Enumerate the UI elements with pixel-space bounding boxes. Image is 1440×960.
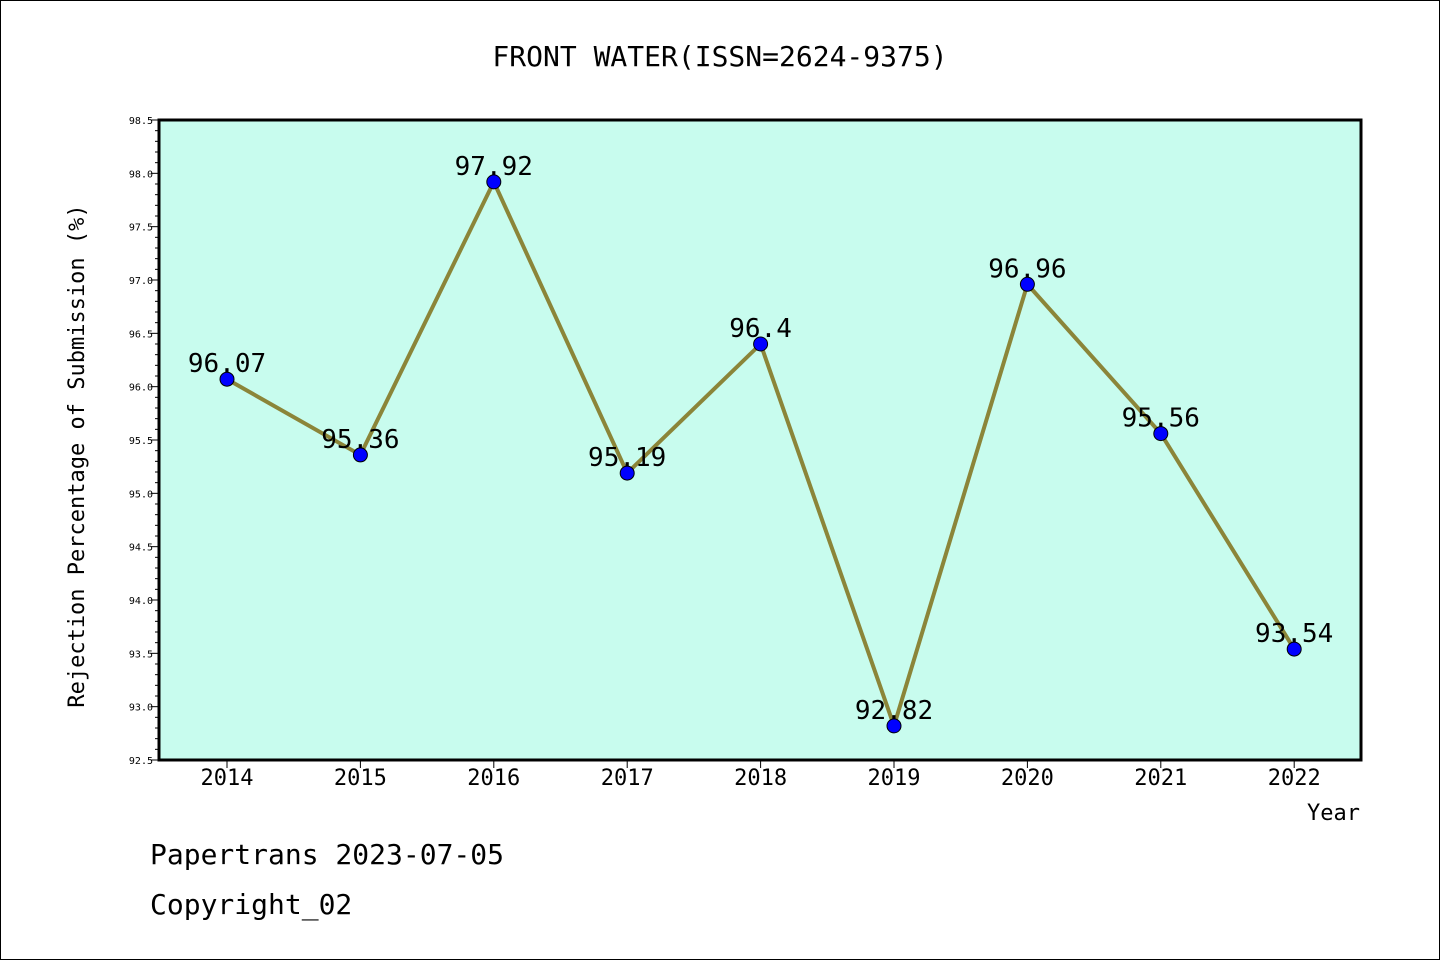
y-tick-label: 97.0 [129, 276, 153, 287]
x-tick-label: 2019 [868, 766, 921, 791]
data-label: 96.96 [988, 254, 1066, 284]
chart-title: FRONT WATER(ISSN=2624-9375) [492, 40, 947, 73]
data-point [1286, 641, 1302, 657]
y-tick-label: 95.0 [129, 489, 153, 500]
data-labels: 96.07 95.36 97.92 95.19 96.4 92.82 96.96 95.56 9… [188, 152, 1333, 726]
data-point [1153, 426, 1169, 442]
data-point [219, 371, 235, 387]
footer-copyright-text: Copyright_02 [150, 888, 352, 922]
y-tick-label: 97.5 [129, 223, 153, 234]
y-axis-label: Rejection Percentage of Submission (%) [65, 204, 90, 707]
y-tick-label: 92.5 [129, 756, 153, 767]
y-tick-label: 98.0 [129, 169, 153, 180]
x-axis-label: Year [1307, 801, 1360, 826]
y-tick-label: 93.5 [129, 649, 153, 660]
x-axis: 2014 2015 2016 2017 2018 2019 2020 2021 2022 [201, 760, 1321, 791]
x-tick-label: 2014 [201, 766, 254, 791]
data-label: 97.92 [455, 152, 533, 182]
x-tick-label: 2018 [734, 766, 787, 791]
plot-border [157, 118, 1363, 762]
y-tick-label: 94.5 [129, 543, 153, 554]
x-tick-label: 2022 [1268, 766, 1321, 791]
data-point [352, 447, 368, 463]
y-tick-label: 93.0 [129, 703, 153, 714]
data-point [1019, 276, 1035, 292]
footer-date-text: Papertrans 2023-07-05 [150, 838, 504, 871]
data-label: 95.56 [1122, 404, 1200, 434]
data-label: 96.4 [729, 314, 792, 344]
data-label: 95.19 [588, 443, 666, 473]
data-label: 92.82 [855, 696, 933, 726]
data-label: 95.36 [321, 425, 399, 455]
y-tick-label: 95.5 [129, 436, 153, 447]
y-axis: 92.5 93.0 93.5 94.0 94.5 95.0 95.5 96.0 96.5 97.0… [129, 116, 159, 767]
data-label: 96.07 [188, 349, 266, 379]
data-points [219, 174, 1302, 734]
x-tick-label: 2021 [1134, 766, 1187, 791]
y-tick-label: 96.5 [129, 329, 153, 340]
y-tick-label: 98.5 [129, 116, 153, 127]
data-point [753, 336, 769, 352]
data-label: 93.54 [1255, 619, 1333, 649]
y-tick-label: 96.0 [129, 383, 153, 394]
data-point [619, 465, 635, 481]
data-point [486, 174, 502, 190]
x-tick-label: 2017 [601, 766, 654, 791]
x-tick-label: 2020 [1001, 766, 1054, 791]
y-tick-label: 94.0 [129, 596, 153, 607]
data-point [886, 718, 902, 734]
x-tick-label: 2015 [334, 766, 387, 791]
x-tick-label: 2016 [467, 766, 520, 791]
